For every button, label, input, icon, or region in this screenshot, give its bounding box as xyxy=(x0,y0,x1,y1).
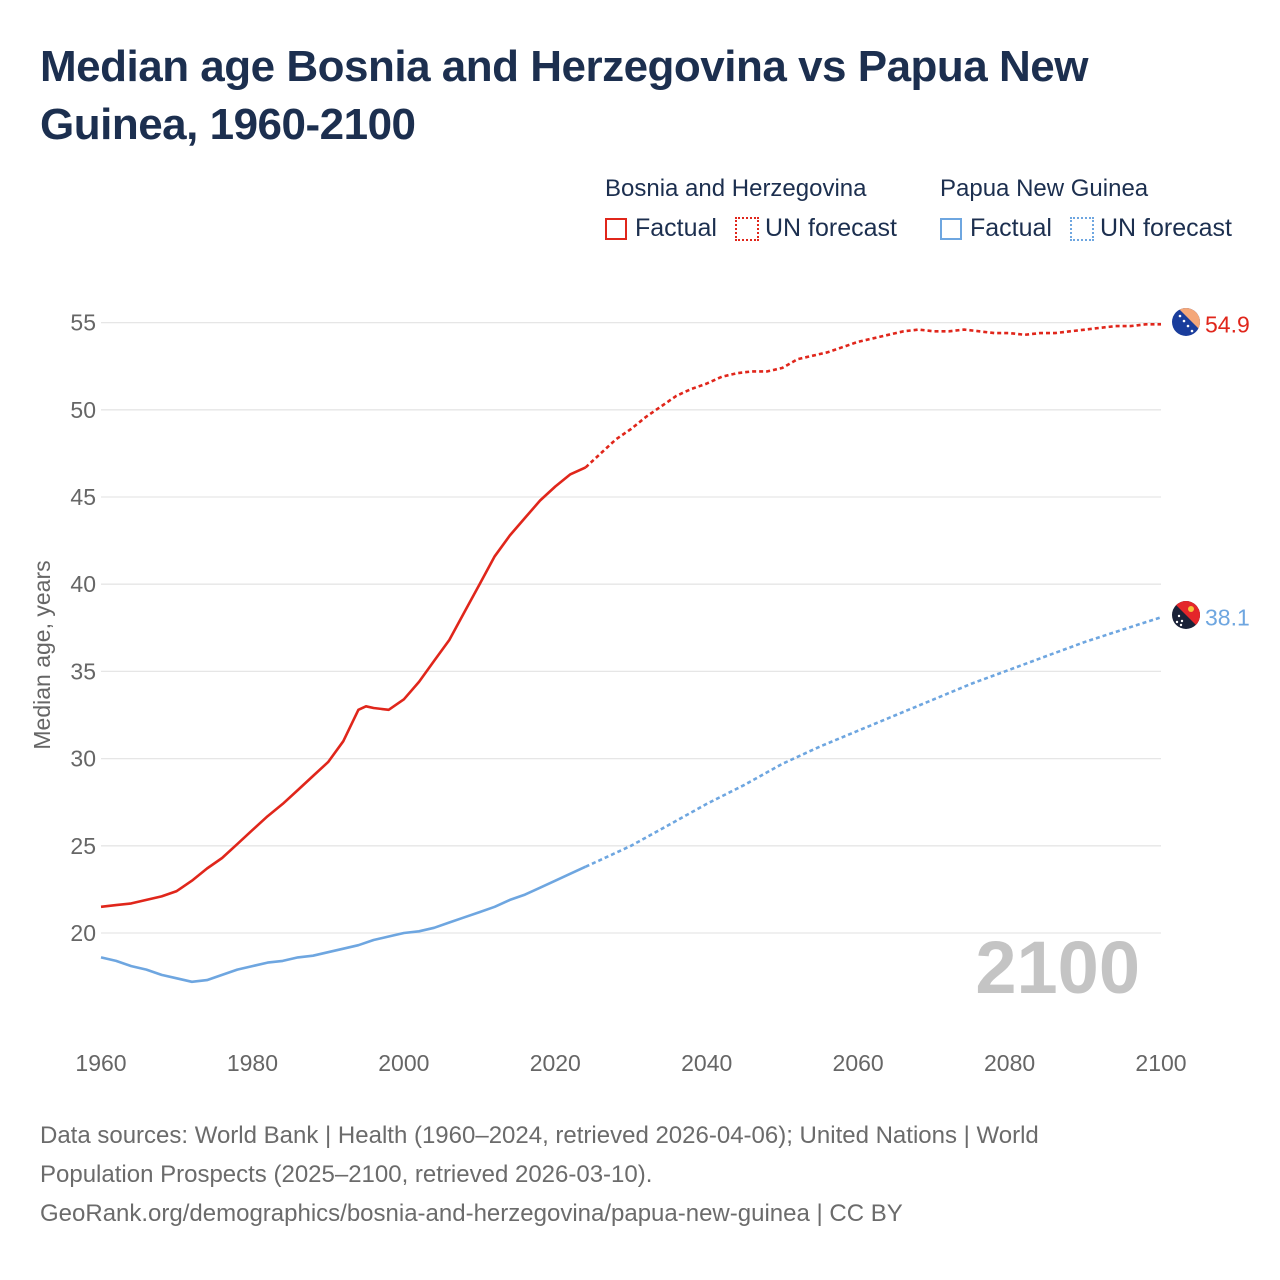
legend-label-bosnia-factual: Factual xyxy=(635,214,717,242)
legend-item-bosnia-forecast[interactable]: UN forecast xyxy=(734,214,897,243)
y-tick-label: 20 xyxy=(70,920,96,946)
x-tick-label: 2080 xyxy=(984,1050,1035,1076)
end-label-bosnia: 54.9 xyxy=(1205,311,1250,337)
x-tick-label: 1960 xyxy=(75,1050,126,1076)
x-tick-label: 2040 xyxy=(681,1050,732,1076)
y-axis-ticks: 20 25 30 35 40 45 50 55 xyxy=(70,310,96,946)
legend-swatch-png-factual xyxy=(940,217,962,240)
line-forecast-bosnia xyxy=(584,322,1161,469)
y-tick-label: 50 xyxy=(70,397,96,423)
data-sources-footer: Data sources: World Bank | Health (1960–… xyxy=(40,1116,1240,1233)
flag-icon-bosnia xyxy=(1172,308,1200,336)
y-tick-label: 55 xyxy=(70,310,96,336)
y-axis-label: Median age, years xyxy=(29,560,55,749)
year-watermark: 2100 xyxy=(975,926,1140,1009)
legend-item-png-forecast[interactable]: UN forecast xyxy=(1069,214,1232,243)
legend-item-png-factual[interactable]: Factual xyxy=(940,214,1052,243)
legend-swatch-png-forecast xyxy=(1069,216,1094,241)
x-tick-label: 2100 xyxy=(1135,1050,1186,1076)
chart-title: Median age Bosnia and Herzegovina vs Pap… xyxy=(40,42,1088,149)
y-tick-label: 25 xyxy=(70,833,96,859)
y-tick-label: 30 xyxy=(70,746,96,772)
y-tick-label: 45 xyxy=(70,484,96,510)
legend-title-png: Papua New Guinea xyxy=(940,175,1149,202)
y-tick-label: 35 xyxy=(70,658,96,684)
legend-label-bosnia-forecast: UN forecast xyxy=(764,214,897,242)
x-tick-label: 2060 xyxy=(833,1050,884,1076)
legend-label-png-factual: Factual xyxy=(970,214,1052,242)
x-tick-label: 1980 xyxy=(227,1050,278,1076)
footer-line-1: Data sources: World Bank | Health (1960–… xyxy=(40,1122,1039,1149)
line-factual-bosnia xyxy=(100,466,587,909)
footer-line-2: Population Prospects (2025–2100, retriev… xyxy=(40,1161,653,1188)
y-tick-label: 40 xyxy=(70,571,96,597)
legend-swatch-bosnia-forecast xyxy=(734,216,759,241)
x-tick-label: 2020 xyxy=(530,1050,581,1076)
legend-item-bosnia-factual[interactable]: Factual xyxy=(605,214,717,243)
legend-label-png-forecast: UN forecast xyxy=(1099,214,1232,242)
footer-line-3[interactable]: GeoRank.org/demographics/bosnia-and-herz… xyxy=(40,1200,903,1227)
legend-title-bosnia: Bosnia and Herzegovina xyxy=(605,175,867,202)
flag-icon-papua-new-guinea xyxy=(1172,601,1200,629)
series-lines xyxy=(100,322,1162,984)
gridlines xyxy=(101,321,1161,934)
legend-group-png: Papua New Guinea Factual UN forecast xyxy=(940,172,1250,243)
x-axis-ticks: 1960 1980 2000 2020 2040 2060 2080 2100 xyxy=(75,1050,1186,1076)
line-forecast-papua-new-guinea xyxy=(585,616,1162,868)
legend-group-bosnia: Bosnia and Herzegovina Factual UN foreca… xyxy=(605,172,915,243)
line-factual-papua-new-guinea xyxy=(100,865,587,984)
end-label-papua-new-guinea: 38.1 xyxy=(1205,604,1250,630)
x-tick-label: 2000 xyxy=(378,1050,429,1076)
legend-swatch-bosnia-factual xyxy=(605,217,627,240)
